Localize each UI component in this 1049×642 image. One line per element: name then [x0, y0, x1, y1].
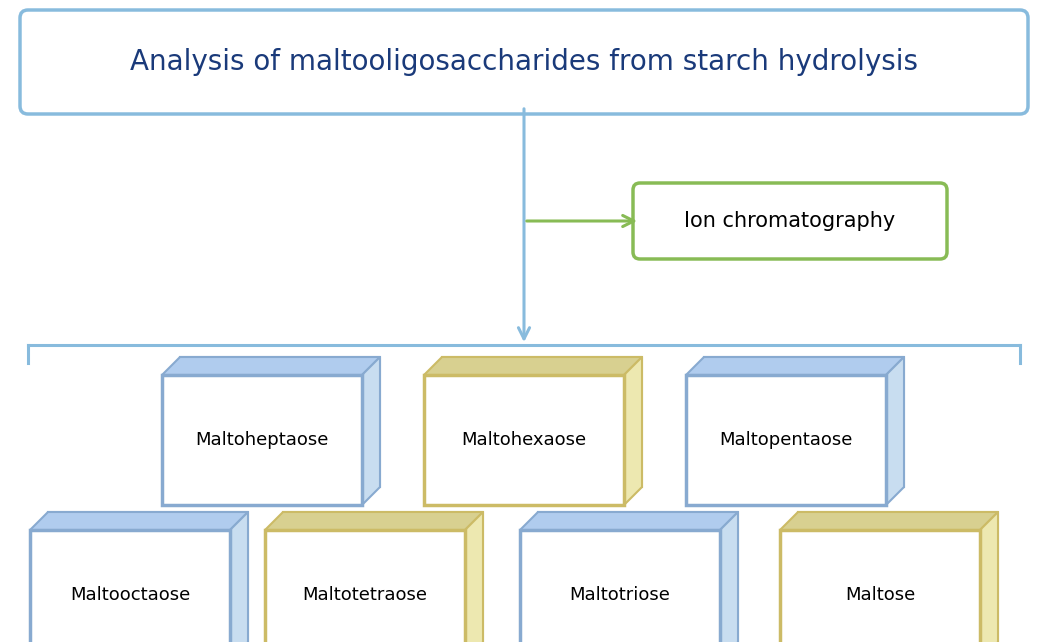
Text: Maltopentaose: Maltopentaose [720, 431, 853, 449]
FancyBboxPatch shape [633, 183, 947, 259]
Polygon shape [162, 357, 380, 375]
Text: Ion chromatography: Ion chromatography [684, 211, 896, 231]
FancyBboxPatch shape [704, 357, 904, 487]
Text: Maltose: Maltose [844, 586, 915, 604]
FancyBboxPatch shape [162, 375, 362, 505]
FancyBboxPatch shape [520, 530, 720, 642]
FancyBboxPatch shape [442, 357, 642, 487]
FancyBboxPatch shape [30, 530, 230, 642]
Polygon shape [30, 512, 248, 530]
Polygon shape [980, 512, 998, 642]
FancyBboxPatch shape [20, 10, 1028, 114]
Polygon shape [686, 357, 904, 375]
FancyBboxPatch shape [424, 375, 624, 505]
Polygon shape [362, 357, 380, 505]
FancyBboxPatch shape [265, 530, 465, 642]
Polygon shape [624, 357, 642, 505]
Polygon shape [720, 512, 738, 642]
FancyBboxPatch shape [538, 512, 738, 642]
Polygon shape [520, 512, 738, 530]
Polygon shape [886, 357, 904, 505]
FancyBboxPatch shape [180, 357, 380, 487]
Polygon shape [424, 357, 642, 375]
FancyBboxPatch shape [780, 530, 980, 642]
FancyBboxPatch shape [48, 512, 248, 642]
Text: Maltotriose: Maltotriose [570, 586, 670, 604]
FancyBboxPatch shape [798, 512, 998, 642]
Text: Maltohexaose: Maltohexaose [462, 431, 586, 449]
Polygon shape [230, 512, 248, 642]
Text: Analysis of maltooligosaccharides from starch hydrolysis: Analysis of maltooligosaccharides from s… [130, 48, 918, 76]
FancyBboxPatch shape [283, 512, 483, 642]
Text: Maltotetraose: Maltotetraose [302, 586, 428, 604]
Polygon shape [265, 512, 483, 530]
Polygon shape [780, 512, 998, 530]
Polygon shape [465, 512, 483, 642]
Text: Maltooctaose: Maltooctaose [70, 586, 190, 604]
FancyBboxPatch shape [686, 375, 886, 505]
Text: Maltoheptaose: Maltoheptaose [195, 431, 328, 449]
